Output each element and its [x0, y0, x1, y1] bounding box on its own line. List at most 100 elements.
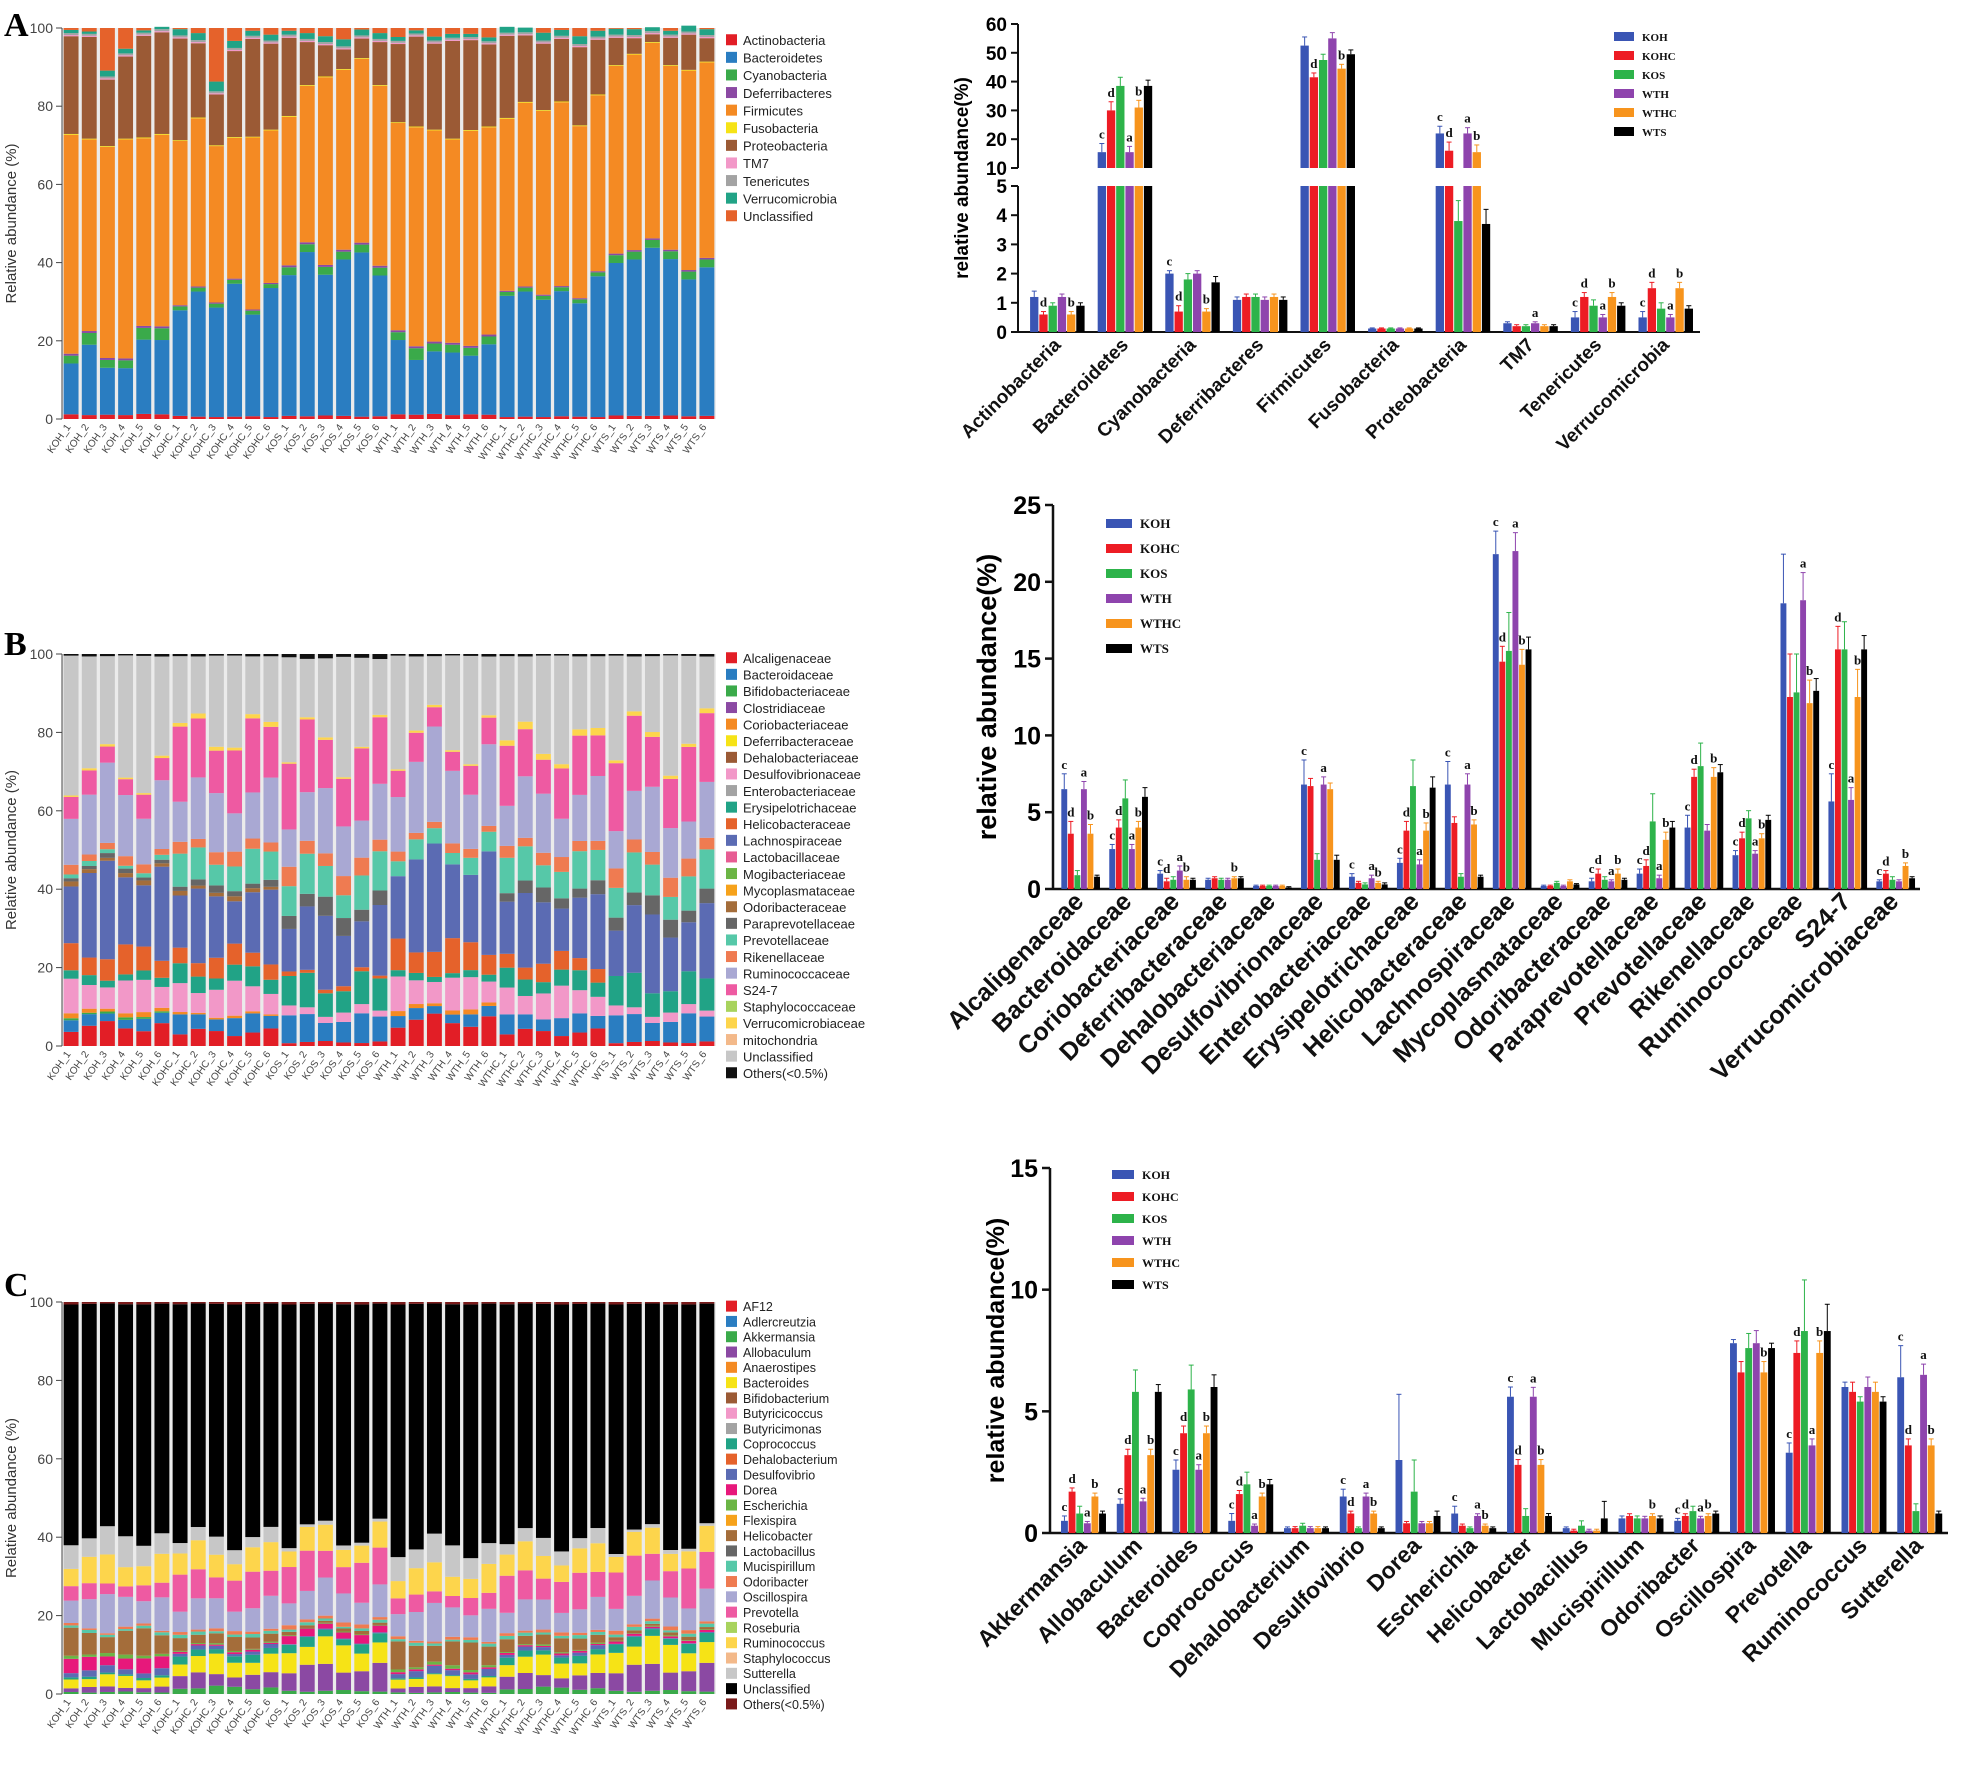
genus-seg-bacteroides — [445, 1676, 461, 1689]
family-sig-letter: d — [1834, 609, 1842, 624]
family-seg-paraprevotellaceae — [299, 893, 315, 907]
phylum-seg-tenericutes — [63, 33, 79, 36]
genus-sig-letter: b — [1760, 1345, 1767, 1360]
genus-sig-letter: a — [1474, 1497, 1481, 1512]
phylum-seg-fusobacteria — [317, 76, 333, 78]
family-seg-verrucomicrobiaceae — [517, 721, 533, 730]
phylum-seg-proteobacteria — [517, 35, 533, 102]
phylum-seg-tenericutes — [154, 29, 170, 32]
phylum-bar-koh-deferribacteres — [1232, 299, 1242, 332]
phylum-seg-tenericutes — [118, 53, 134, 56]
family-seg-erysipelotrichaceae — [554, 969, 570, 986]
genus-seg-allobaculum — [699, 1662, 715, 1692]
family-seg-prevotellaceae — [608, 887, 624, 918]
family-seg-helicobacteraceae — [99, 959, 115, 981]
phylum-seg-fusobacteria — [590, 94, 606, 96]
genus-bar-wth-allobaculum — [1139, 1501, 1147, 1533]
genus-seg-sutterella — [554, 1551, 570, 1566]
family-bar-kos-prevotellaceae — [1697, 766, 1704, 889]
family-legend-koh: KOH — [1140, 516, 1170, 531]
family-seg-unclassified — [317, 658, 333, 738]
genus-seg-odoribacter — [208, 1628, 224, 1632]
family-bar-wth-odoribacteraceae — [1608, 881, 1615, 889]
family-seg-rikenellaceae — [190, 838, 206, 848]
phylum-seg-actinobacteria — [354, 416, 370, 419]
phylum-seg-verrucomicrobia — [535, 32, 551, 41]
genus-seg-oscillospira — [499, 1612, 515, 1634]
genus-seg-coprococcus — [172, 1656, 188, 1665]
family-legend-wts: WTS — [1140, 641, 1169, 656]
genus-seg-coprococcus — [99, 1672, 115, 1675]
family-seg-rikenellaceae — [535, 852, 551, 866]
family-sig-letter: b — [1375, 864, 1382, 879]
family-seg-coriobacteriaceae — [408, 1004, 424, 1009]
genus-seg-odoribacter — [227, 1631, 243, 1635]
family-bar-kohc-desulfovibrionaceae — [1307, 786, 1314, 889]
family-seg-rikenellaceae — [281, 866, 297, 887]
family-seg-paraprevotellaceae — [626, 892, 642, 906]
genus-seg-bacteroides — [572, 1663, 588, 1676]
phylum-seg-proteobacteria — [499, 35, 515, 118]
family-seg-odoribacteraceae — [208, 892, 224, 897]
family-seg-prevotellaceae — [190, 847, 206, 880]
family-seg-erysipelotrichaceae — [572, 970, 588, 991]
phylum-seg-proteobacteria — [626, 38, 642, 54]
family-seg-lachnospiraceae — [408, 859, 424, 953]
genus-seg-oscillospira — [626, 1595, 642, 1625]
family-seg-paraprevotellaceae — [281, 915, 297, 929]
phylum-seg-verrucomicrobia — [481, 37, 497, 42]
genus-seg-ruminococcus — [554, 1565, 570, 1582]
family-seg-desulfovibrionaceae — [408, 980, 424, 1005]
genus-seg-mucispirillum — [118, 1629, 134, 1631]
phylum-seg-cyanobacteria — [481, 336, 497, 345]
phylum-seg-tm7 — [590, 38, 606, 40]
genus-seg-helicobacter — [81, 1632, 97, 1655]
genus-seg-prevotella — [81, 1583, 97, 1600]
genus-seg-others-0-5 — [208, 1302, 224, 1304]
phylum-seg-verrucomicrobia — [208, 81, 224, 92]
genus-seg-dorea — [245, 1649, 261, 1652]
genus-seg-oscillospira — [172, 1611, 188, 1633]
family-seg-rikenellaceae — [372, 839, 388, 852]
phylum-seg-actinobacteria — [681, 416, 697, 419]
family-seg-prevotellaceae — [681, 876, 697, 911]
phylum-seg-cyanobacteria — [281, 267, 297, 276]
family-seg-erysipelotrichaceae — [281, 975, 297, 1006]
genus-legend-bifidobacterium: Bifidobacterium — [743, 1392, 829, 1406]
family-seg-bacteroidaceae — [426, 1006, 442, 1014]
family-seg-verrucomicrobiaceae — [336, 777, 352, 779]
phylum-seg-bacteroidetes — [154, 340, 170, 415]
genus-seg-coprococcus — [63, 1677, 79, 1680]
genus-seg-coprococcus — [299, 1637, 315, 1647]
genus-bar-wthc-akkermansia — [1091, 1496, 1099, 1533]
genus-seg-coprococcus — [644, 1629, 660, 1636]
family-seg-odoribacteraceae — [190, 885, 206, 889]
genus-seg-odoribacter — [626, 1624, 642, 1627]
phylum-seg-tm7 — [626, 36, 642, 39]
phylum-seg-tenericutes — [263, 40, 279, 43]
phylum-seg-firmicutes — [190, 118, 206, 287]
genus-legend-swatch — [1112, 1258, 1134, 1267]
family-sig-letter: c — [1349, 857, 1355, 872]
genus-legend-butyricicoccus: Butyricicoccus — [743, 1407, 823, 1421]
family-seg-bacteroidaceae — [535, 1019, 551, 1032]
genus-seg-prevotella — [317, 1550, 333, 1578]
phylum-bar-wts-tenericutes — [1617, 305, 1626, 332]
phylum-seg-tenericutes — [408, 33, 424, 36]
family-seg-lachnospiraceae — [372, 905, 388, 976]
family-seg-paraprevotellaceae — [499, 893, 515, 902]
phylum-bar-wts-actinobacteria — [1076, 305, 1085, 332]
genus-seg-mucispirillum — [172, 1634, 188, 1639]
phylum-seg-deferribacteres — [81, 331, 97, 333]
phylum-seg-firmicutes — [554, 102, 570, 287]
phylum-seg-firmicutes — [499, 118, 515, 291]
family-seg-prevotellaceae — [626, 852, 642, 893]
family-seg-verrucomicrobiaceae — [245, 714, 261, 719]
phylum-seg-tm7 — [517, 34, 533, 36]
family-seg-helicobacteraceae — [227, 943, 243, 965]
genus-seg-escherichia — [63, 1655, 79, 1659]
genus-bar-wth-sutterella — [1920, 1374, 1927, 1533]
phylum-seg-fusobacteria — [227, 137, 243, 138]
family-seg-lachnospiraceae — [572, 897, 588, 959]
phylum-seg-tenericutes — [554, 35, 570, 38]
